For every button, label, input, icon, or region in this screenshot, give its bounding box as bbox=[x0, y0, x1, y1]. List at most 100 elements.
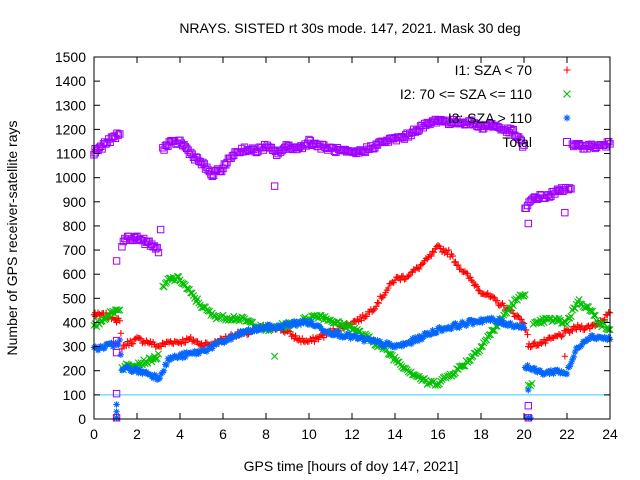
point bbox=[178, 340, 185, 347]
x-tick-label: 12 bbox=[344, 426, 360, 442]
chart-title: NRAYS. SISTED rt 30s mode. 147, 2021. Ma… bbox=[179, 20, 520, 36]
point bbox=[334, 332, 341, 339]
point bbox=[152, 372, 160, 379]
point bbox=[177, 139, 186, 147]
point bbox=[467, 274, 474, 281]
point bbox=[96, 311, 103, 318]
point bbox=[561, 353, 569, 360]
point bbox=[292, 321, 299, 329]
point bbox=[360, 338, 368, 345]
point bbox=[428, 252, 435, 260]
x-tick-label: 14 bbox=[387, 426, 403, 442]
x-tick-label: 8 bbox=[262, 426, 270, 442]
point bbox=[420, 333, 427, 340]
point bbox=[117, 351, 125, 358]
point bbox=[567, 360, 575, 367]
point bbox=[311, 338, 318, 345]
point bbox=[564, 185, 573, 194]
point bbox=[521, 290, 529, 299]
point bbox=[489, 293, 497, 301]
point bbox=[183, 335, 190, 342]
point bbox=[116, 130, 124, 138]
point bbox=[398, 343, 405, 350]
point bbox=[424, 119, 433, 128]
point bbox=[438, 327, 446, 335]
x-axis-label: GPS time [hours of doy 147, 2021] bbox=[244, 458, 459, 474]
point bbox=[507, 319, 514, 327]
point bbox=[342, 333, 349, 341]
point bbox=[241, 330, 248, 337]
x-tick-label: 10 bbox=[301, 426, 317, 442]
point bbox=[532, 342, 540, 350]
point bbox=[520, 141, 528, 149]
point bbox=[415, 126, 423, 134]
point bbox=[113, 401, 120, 408]
point bbox=[524, 381, 532, 389]
point bbox=[546, 370, 553, 377]
legend-item-4: Total bbox=[502, 134, 571, 150]
point bbox=[418, 336, 426, 343]
point bbox=[399, 272, 407, 280]
point bbox=[518, 143, 527, 151]
point bbox=[504, 322, 512, 330]
point bbox=[377, 338, 384, 345]
point bbox=[129, 368, 137, 375]
y-tick-label: 300 bbox=[63, 339, 87, 355]
point bbox=[476, 287, 483, 295]
point bbox=[531, 338, 538, 346]
point bbox=[566, 363, 573, 370]
point bbox=[112, 257, 121, 265]
point bbox=[102, 140, 110, 148]
point bbox=[391, 276, 399, 284]
point bbox=[140, 338, 147, 345]
point bbox=[132, 365, 139, 372]
point bbox=[209, 345, 216, 352]
point bbox=[179, 336, 186, 343]
point bbox=[469, 321, 477, 328]
point bbox=[563, 90, 571, 98]
point bbox=[112, 336, 121, 345]
point bbox=[508, 126, 516, 135]
point bbox=[129, 340, 137, 347]
point bbox=[118, 243, 126, 251]
point bbox=[153, 354, 161, 363]
point bbox=[238, 331, 246, 338]
point bbox=[220, 160, 229, 168]
y-tick-label: 1200 bbox=[55, 121, 86, 137]
point bbox=[570, 353, 577, 361]
point bbox=[524, 414, 532, 422]
point bbox=[422, 332, 430, 339]
point bbox=[227, 336, 235, 343]
point bbox=[542, 339, 549, 347]
point bbox=[563, 114, 571, 122]
point bbox=[124, 338, 131, 345]
point bbox=[571, 304, 579, 312]
point bbox=[149, 375, 157, 382]
point bbox=[187, 148, 195, 157]
point bbox=[449, 252, 456, 260]
point bbox=[570, 304, 578, 312]
point bbox=[399, 364, 407, 372]
point bbox=[500, 302, 508, 309]
point bbox=[368, 308, 376, 315]
point bbox=[603, 325, 611, 333]
point bbox=[415, 265, 423, 273]
point bbox=[405, 273, 412, 280]
point bbox=[156, 225, 165, 234]
point bbox=[143, 368, 150, 376]
point bbox=[461, 121, 469, 129]
point bbox=[223, 158, 231, 167]
point bbox=[116, 306, 124, 314]
point bbox=[164, 142, 172, 150]
point bbox=[493, 297, 501, 304]
point bbox=[144, 339, 151, 346]
point bbox=[179, 354, 186, 362]
point bbox=[487, 317, 494, 324]
legend-item-2: I2: 70 <= SZA <= 110 bbox=[400, 86, 571, 102]
point bbox=[213, 165, 222, 173]
point bbox=[182, 353, 189, 361]
point bbox=[160, 367, 168, 374]
point bbox=[605, 326, 613, 334]
point bbox=[184, 146, 192, 154]
point bbox=[149, 243, 157, 251]
